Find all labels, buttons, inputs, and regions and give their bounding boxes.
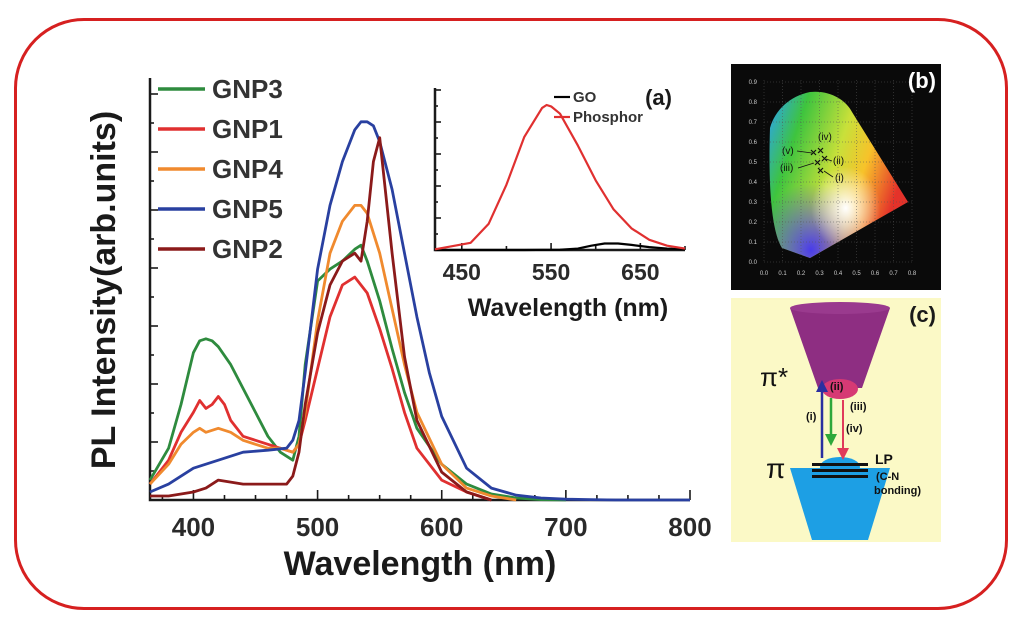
- cie-points: (iv) (v) (ii) (iii) (i): [780, 132, 844, 184]
- inset-legend-label-go: GO: [573, 89, 597, 106]
- cie-grid: [763, 80, 913, 263]
- lp-level-1: [812, 463, 868, 466]
- inset-legend-label-phosphor: Phosphor: [573, 109, 643, 126]
- label-iii: (iii): [850, 401, 867, 413]
- main-legend: GNP3 GNP1 GNP4 GNP5 GNP2: [158, 74, 283, 264]
- lp-sub2: bonding): [874, 485, 921, 497]
- lp-label: LP: [875, 451, 893, 467]
- main-chart: 400 500 600 700 800 PL Intensity(arb.units) …: [85, 74, 712, 583]
- series-line-gnp5: [149, 120, 690, 502]
- cie-x-tick-label: 0.2: [797, 271, 806, 277]
- main-x-tick-label: 800: [668, 512, 711, 542]
- main-y-axis-label: PL Intensity(arb.units): [85, 111, 123, 469]
- cie-x-tick-label: 0.0: [760, 271, 769, 277]
- main-y-ticks: [150, 93, 158, 501]
- transition-ii-arrowhead: [825, 434, 837, 446]
- cie-y-tick-label: 0.2: [749, 220, 758, 226]
- main-series: [148, 120, 690, 502]
- cie-y-tick-label: 0.3: [749, 200, 758, 206]
- label-iv: (iv): [846, 423, 863, 435]
- lp-level-2: [812, 469, 868, 472]
- main-x-tick-label: 400: [172, 512, 215, 542]
- cie-leader-lines: [796, 150, 834, 178]
- inset-series-line-go: [435, 242, 686, 252]
- inset-x-axis-label: Wavelength (nm): [468, 294, 668, 322]
- cie-x-tick-label: 0.4: [834, 271, 843, 277]
- label-ii: (ii): [830, 381, 844, 393]
- main-x-tick-label: 500: [296, 512, 339, 542]
- lp-state: [820, 457, 860, 477]
- legend-label-gnp4: GNP4: [212, 154, 283, 184]
- panel-c-energy-diagram: π* π (ii) (i) (iii) (iv) LP (C-N bonding…: [731, 298, 941, 542]
- inset-series: [434, 103, 686, 252]
- legend-label-gnp3: GNP3: [212, 74, 283, 104]
- panel-label-c: (c): [909, 302, 936, 327]
- main-x-axis-label: Wavelength (nm): [284, 545, 557, 583]
- conduction-band-cone: [790, 308, 890, 388]
- cie-x-tick-label: 0.6: [871, 271, 880, 277]
- pi-star-label: π*: [760, 362, 788, 392]
- lp-level-3: [812, 475, 868, 478]
- panel-label-a: (a): [645, 85, 672, 110]
- cie-white-region: [769, 91, 908, 258]
- inset-x-tick-label: 650: [621, 259, 659, 285]
- main-x-tick-label: 600: [420, 512, 463, 542]
- transition-iv-arrowhead: [837, 448, 849, 460]
- cie-point-iii: (iii): [780, 163, 793, 174]
- cie-x-tick-label: 0.1: [778, 271, 787, 277]
- inset-x-ticks: 450 550 650: [443, 243, 686, 285]
- valence-band-cone: [790, 468, 890, 540]
- cie-point-ii: (ii): [833, 156, 844, 167]
- cie-y-tick-label: 0.6: [749, 140, 758, 146]
- conduction-band-top: [790, 302, 890, 314]
- cie-ticks: 0.0 0.1 0.2 0.3 0.4 0.5 0.6 0.7 0.8 0.9 0.8 0.7 0.6 0…: [749, 80, 917, 277]
- cie-y-tick-label: 0.0: [749, 260, 758, 266]
- legend-label-gnp2: GNP2: [212, 234, 283, 264]
- cie-y-tick-label: 0.5: [749, 160, 758, 166]
- panel-label-b: (b): [908, 68, 936, 93]
- panel-b-cie-diagram: 0.0 0.1 0.2 0.3 0.4 0.5 0.6 0.7 0.8 0.9 0.8 0.7 0.6 0…: [731, 64, 941, 290]
- cie-x-tick-label: 0.8: [908, 271, 917, 277]
- transition-i-arrowhead: [816, 380, 828, 392]
- legend-label-gnp5: GNP5: [212, 194, 283, 224]
- cie-y-tick-label: 0.8: [749, 100, 758, 106]
- inset-series-line-phosphor: [434, 103, 686, 251]
- pi-star-state: [822, 379, 858, 399]
- rounded-border-frame: [14, 18, 1008, 610]
- main-x-ticks: 400 500 600 700 800: [161, 490, 712, 542]
- cie-y-tick-label: 0.4: [749, 180, 758, 186]
- legend-label-gnp1: GNP1: [212, 114, 283, 144]
- cie-y-tick-label: 0.1: [749, 240, 758, 246]
- inset-chart-a: 450 550 650 (a) GO Phosphor Wavelength (nm): [433, 85, 686, 322]
- cie-point-iv: (iv): [818, 132, 832, 143]
- series-line-gnp2: [150, 136, 492, 502]
- inset-x-tick-label: 550: [532, 259, 570, 285]
- cie-x-tick-label: 0.5: [852, 271, 861, 277]
- lp-sub1: (C-N: [876, 471, 899, 483]
- label-i: (i): [806, 411, 817, 423]
- cie-point-i: (i): [835, 173, 844, 184]
- cie-y-tick-label: 0.9: [749, 80, 758, 86]
- main-x-tick-label: 700: [544, 512, 587, 542]
- cie-point-v: (v): [782, 146, 794, 157]
- inset-x-tick-label: 450: [443, 259, 481, 285]
- pi-label: π: [766, 453, 785, 484]
- cie-y-tick-label: 0.7: [749, 120, 758, 126]
- cie-x-tick-label: 0.7: [889, 271, 898, 277]
- cie-cross-markers: [810, 147, 828, 174]
- cie-x-tick-label: 0.3: [815, 271, 824, 277]
- inset-legend: GO Phosphor: [554, 89, 643, 126]
